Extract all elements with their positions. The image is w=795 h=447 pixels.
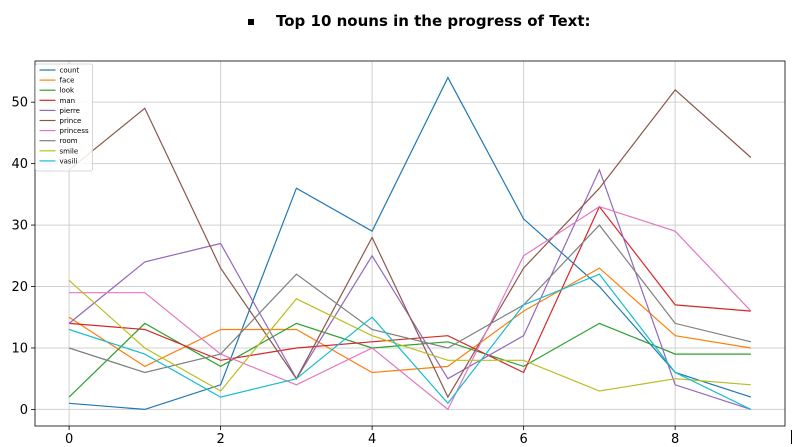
y-tick-label: 0 xyxy=(20,403,28,418)
x-tick-label: 4 xyxy=(368,432,376,447)
square-bullet-icon xyxy=(248,19,254,25)
plot-area-frame xyxy=(34,60,786,427)
text-cursor-bar xyxy=(791,430,792,444)
legend-label-look: look xyxy=(60,87,76,95)
legend-label-face: face xyxy=(60,77,75,85)
y-tick-label: 40 xyxy=(11,157,28,172)
chart-title: Top 10 nouns in the progress of Text: xyxy=(276,12,591,30)
legend-label-man: man xyxy=(60,97,76,105)
y-tick-label: 30 xyxy=(11,219,28,234)
series-line-smile xyxy=(68,279,751,392)
legend-label-smile: smile xyxy=(60,147,79,155)
x-tick-label: 2 xyxy=(216,432,224,447)
chart-legend: count face look man pierre prince princess room… xyxy=(35,63,93,172)
series-line-room xyxy=(68,224,752,374)
series-line-princess xyxy=(69,205,752,411)
x-tick-label: 0 xyxy=(65,432,73,447)
legend-label-prince: prince xyxy=(60,117,82,125)
series-line-face xyxy=(68,267,751,374)
series-line-vasili xyxy=(68,273,752,410)
legend-label-room: room xyxy=(60,137,78,145)
series-line-count xyxy=(69,76,752,411)
y-tick-label: 10 xyxy=(11,341,28,356)
y-tick-label: 20 xyxy=(11,280,28,295)
legend-label-vasili: vasili xyxy=(60,157,78,165)
legend-label-princess: princess xyxy=(60,127,90,135)
legend-label-pierre: pierre xyxy=(60,107,80,115)
x-tick-label: 8 xyxy=(671,432,679,447)
series-lines xyxy=(68,76,752,411)
axis-ticks: 0 2 4 6 8 0 10 20 30 40 50 xyxy=(11,96,679,447)
legend-label-count: count xyxy=(60,67,80,75)
chart-heading: Top 10 nouns in the progress of Text: xyxy=(0,12,795,36)
series-line-prince xyxy=(68,89,752,399)
x-tick-label: 6 xyxy=(519,432,527,447)
y-tick-label: 50 xyxy=(11,96,28,111)
